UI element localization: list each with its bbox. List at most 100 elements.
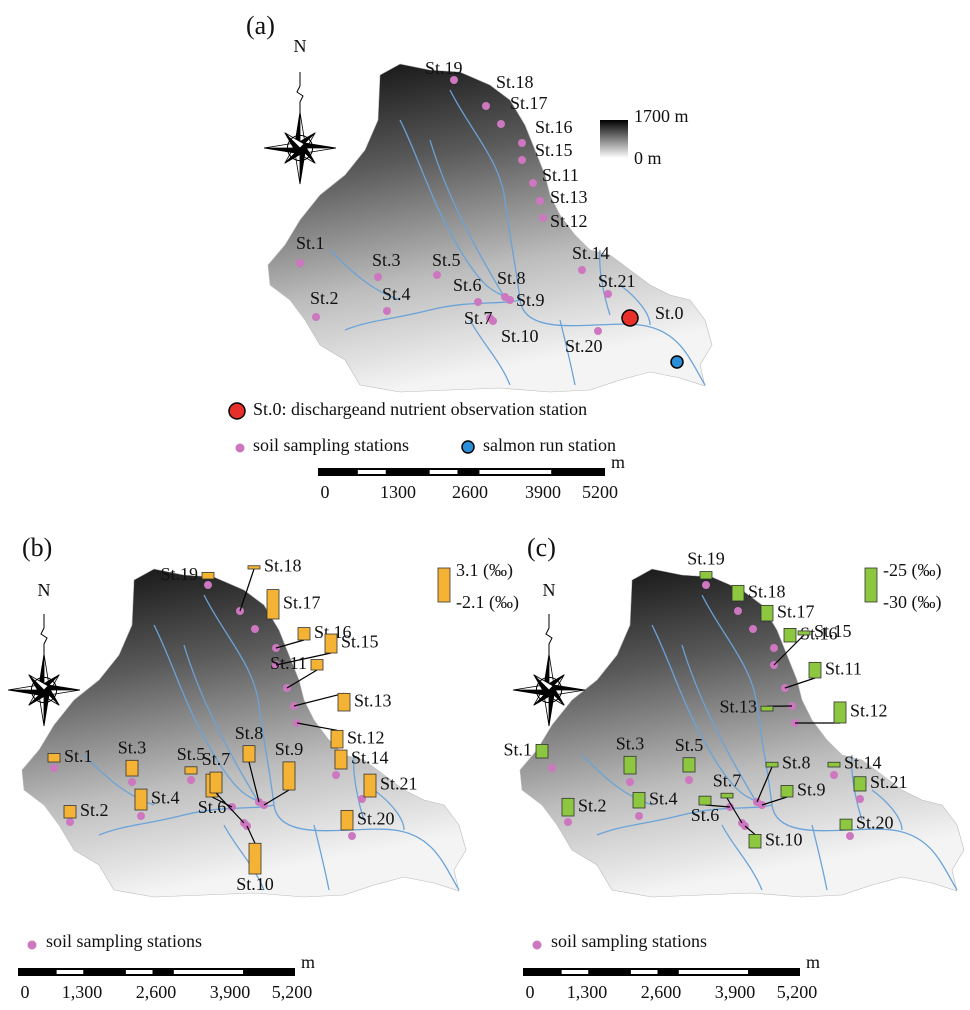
station-dot [749, 625, 757, 633]
north-line [41, 614, 47, 654]
station-dot [482, 102, 490, 110]
station-label: St.21 [380, 774, 418, 794]
station-label: St.7 [713, 770, 742, 790]
station-dot [635, 812, 643, 820]
station-label: St.8 [497, 268, 526, 288]
scale-bar-segment [679, 970, 748, 974]
scale-label: 5,200 [272, 982, 313, 1002]
scale-label: 3,900 [210, 982, 251, 1002]
scale-bar-segment [479, 470, 551, 474]
station-dot [594, 327, 602, 335]
north-line [546, 614, 552, 654]
station-label: St.3 [118, 737, 147, 757]
station-bar [135, 789, 147, 810]
station-bar [732, 585, 744, 601]
station-label: St.5 [675, 735, 704, 755]
station-bar [341, 810, 353, 830]
station-bar [48, 754, 60, 763]
station-bar [828, 762, 840, 767]
station-bar [784, 628, 796, 642]
station-label: St.2 [578, 795, 607, 815]
station-dot [187, 776, 195, 784]
station-label: St.21 [870, 772, 908, 792]
station-label: St.1 [503, 739, 532, 759]
scale-bar-segment [430, 470, 458, 474]
scale-label: 0 [321, 482, 330, 502]
scale-label: 0 [526, 982, 535, 1002]
station-bar [809, 662, 821, 678]
legend-text: soil sampling stations [46, 931, 202, 951]
bar-scale-min: -2.1 (‰) [456, 592, 519, 613]
station-bar [536, 744, 548, 758]
legend-text: St.0: dischargeand nutrient observation … [253, 399, 587, 419]
station-label: St.3 [372, 250, 401, 270]
map-panel: St.19St.18St.17St.16St.15St.11St.13St.12… [22, 555, 466, 897]
bar-scale [438, 568, 450, 602]
scale-label: 1300 [380, 482, 416, 502]
station-label: St.17 [510, 93, 548, 113]
station-label: St.19 [160, 564, 198, 584]
scale-label: 2600 [452, 482, 488, 502]
station-bar [699, 796, 711, 805]
station-label: St.2 [310, 288, 339, 308]
station-bar [126, 760, 138, 776]
legend-outlet [229, 403, 245, 419]
station-dot [66, 818, 74, 826]
station-dot [685, 776, 693, 784]
station-bar [761, 706, 773, 711]
scale-bar-segment [358, 470, 386, 474]
station-label: St.11 [542, 165, 579, 185]
station-dot [50, 764, 58, 772]
legend-salmon [462, 441, 474, 453]
north-line [297, 72, 303, 112]
station-dot [536, 197, 544, 205]
panel-label: (a) [246, 11, 275, 40]
outlet-label: St.0 [655, 303, 684, 323]
bar-scale [865, 568, 877, 602]
station-bar [840, 819, 852, 830]
elevation-max: 1700 m [634, 106, 689, 126]
elevation-min: 0 m [634, 148, 662, 168]
station-label: St.21 [598, 271, 636, 291]
station-label: St.16 [535, 117, 573, 137]
station-bar [249, 843, 261, 874]
station-label: St.12 [347, 727, 385, 747]
north-label: N [543, 580, 556, 600]
bar-scale-max: -25 (‰) [883, 560, 941, 581]
station-dot [474, 298, 482, 306]
legend-soil [533, 941, 542, 950]
station-bar [335, 750, 347, 769]
legend-soil [28, 941, 37, 950]
salmon-marker [671, 356, 683, 368]
station-label: St.1 [296, 233, 325, 253]
station-label: St.18 [264, 555, 302, 575]
legend-text: soil sampling stations [551, 931, 707, 951]
station-label: St.6 [691, 805, 720, 825]
station-dot [374, 273, 382, 281]
station-dot [604, 290, 612, 298]
station-label: St.15 [535, 140, 573, 160]
station-label: St.9 [797, 779, 826, 799]
station-label: St.14 [844, 753, 882, 773]
legend-text: soil sampling stations [253, 435, 409, 455]
figure: St.19St.18St.17St.16St.15St.11St.13St.12… [0, 0, 970, 1010]
station-label: St.13 [354, 690, 392, 710]
station-dot [506, 296, 514, 304]
panel-label: (b) [22, 533, 52, 562]
station-dot [846, 832, 854, 840]
station-label: St.15 [341, 632, 379, 652]
station-label: St.14 [572, 243, 610, 263]
station-dot [433, 271, 441, 279]
station-label: St.3 [616, 733, 645, 753]
station-bar [364, 774, 376, 797]
scale-label: 0 [21, 982, 30, 1002]
station-dot [137, 812, 145, 820]
scale-bar-segment [57, 970, 84, 974]
station-label: St.7 [202, 749, 231, 769]
station-dot [348, 832, 356, 840]
station-label: St.1 [64, 746, 93, 766]
scale-label: 1,300 [62, 982, 103, 1002]
station-label: St.18 [748, 581, 786, 601]
station-bar [854, 777, 866, 791]
scale-label: 2,600 [136, 982, 177, 1002]
